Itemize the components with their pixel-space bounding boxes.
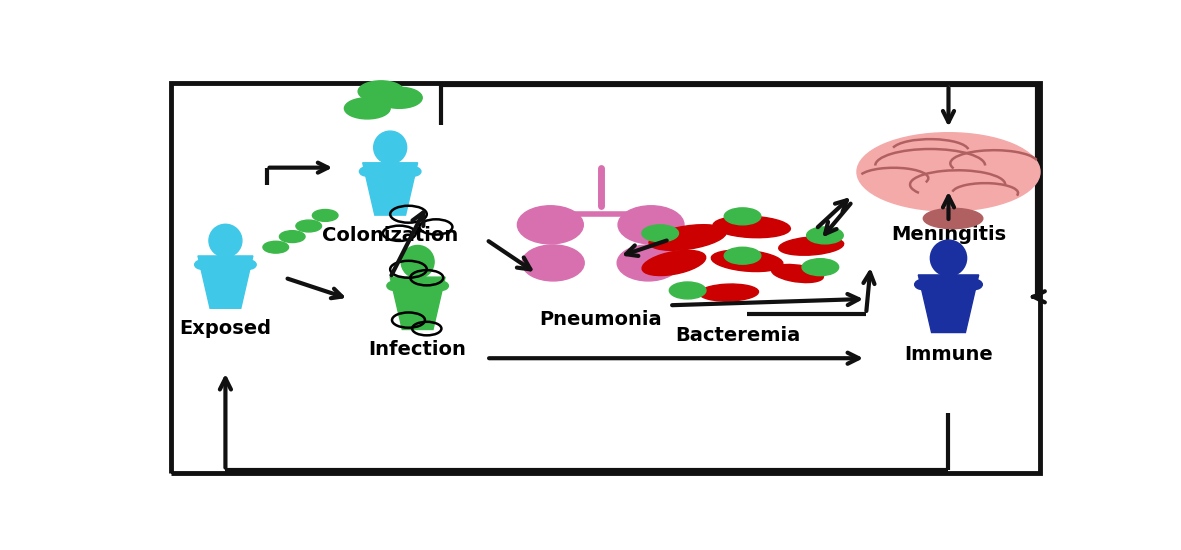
Text: Pneumonia: Pneumonia bbox=[540, 310, 663, 328]
Ellipse shape bbox=[650, 225, 726, 250]
Circle shape bbox=[377, 87, 423, 108]
Ellipse shape bbox=[195, 260, 210, 270]
Polygon shape bbox=[383, 156, 397, 163]
Circle shape bbox=[724, 208, 761, 225]
Polygon shape bbox=[198, 256, 253, 309]
Text: Colonization: Colonization bbox=[322, 226, 458, 245]
Ellipse shape bbox=[209, 224, 242, 257]
Polygon shape bbox=[363, 163, 418, 215]
Ellipse shape bbox=[241, 260, 256, 270]
Ellipse shape bbox=[778, 236, 843, 255]
Text: Exposed: Exposed bbox=[180, 319, 272, 338]
Ellipse shape bbox=[387, 281, 403, 290]
Circle shape bbox=[670, 282, 706, 299]
Circle shape bbox=[807, 227, 843, 244]
Circle shape bbox=[296, 220, 321, 232]
Text: Immune: Immune bbox=[905, 344, 993, 364]
Text: Meningitis: Meningitis bbox=[890, 225, 1006, 244]
Ellipse shape bbox=[359, 167, 374, 176]
Ellipse shape bbox=[433, 281, 449, 290]
Polygon shape bbox=[390, 277, 445, 329]
Ellipse shape bbox=[931, 240, 966, 276]
Ellipse shape bbox=[517, 206, 583, 244]
Circle shape bbox=[358, 81, 404, 102]
Ellipse shape bbox=[857, 133, 1040, 211]
Ellipse shape bbox=[405, 167, 420, 176]
Ellipse shape bbox=[618, 245, 679, 281]
Circle shape bbox=[642, 225, 679, 242]
Polygon shape bbox=[411, 271, 425, 277]
Circle shape bbox=[312, 210, 338, 221]
Ellipse shape bbox=[914, 279, 932, 290]
Ellipse shape bbox=[642, 250, 706, 276]
Polygon shape bbox=[919, 275, 979, 333]
Polygon shape bbox=[218, 249, 233, 256]
Ellipse shape bbox=[618, 206, 684, 244]
Ellipse shape bbox=[924, 208, 983, 229]
Ellipse shape bbox=[965, 279, 983, 290]
Text: Bacteremia: Bacteremia bbox=[676, 327, 801, 345]
Ellipse shape bbox=[711, 250, 783, 272]
Circle shape bbox=[802, 258, 839, 276]
Ellipse shape bbox=[699, 284, 758, 301]
Ellipse shape bbox=[713, 216, 790, 238]
Circle shape bbox=[263, 241, 288, 253]
Ellipse shape bbox=[373, 131, 406, 164]
Text: Infection: Infection bbox=[368, 340, 466, 359]
Circle shape bbox=[280, 230, 305, 243]
Ellipse shape bbox=[522, 245, 585, 281]
Ellipse shape bbox=[402, 245, 435, 278]
Polygon shape bbox=[940, 268, 957, 275]
Ellipse shape bbox=[771, 265, 823, 283]
Circle shape bbox=[724, 248, 761, 264]
Circle shape bbox=[345, 98, 390, 119]
